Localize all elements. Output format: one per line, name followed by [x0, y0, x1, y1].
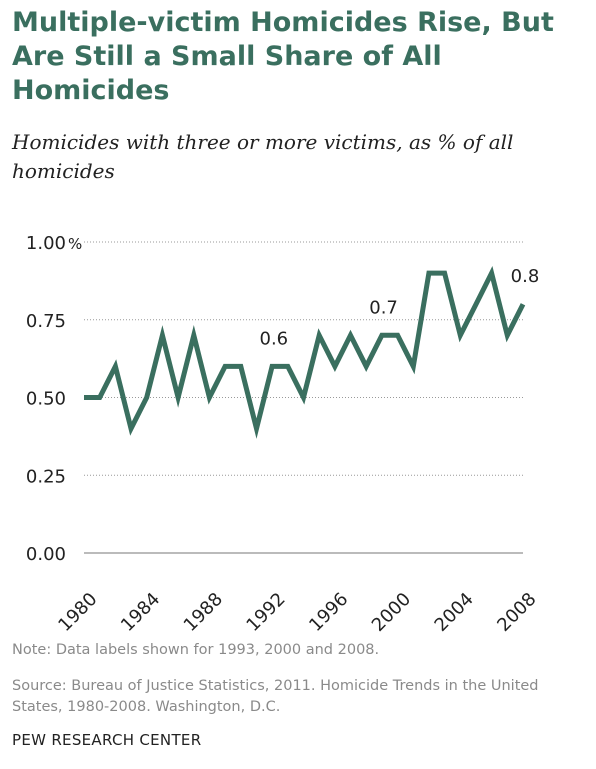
chart-note: Note: Data labels shown for 1993, 2000 a… [12, 642, 380, 658]
line-chart: 0.00 0.25 0.50 0.75 1.00 % 1980 1984 1988 1992 199… [26, 233, 541, 635]
x-tick-label: 1980 [54, 589, 101, 635]
chart-title: Multiple-victim Homicides Rise, But Are … [12, 7, 554, 106]
x-tick-label: 2004 [431, 589, 478, 635]
chart-subtitle: Homicides with three or more victims, as… [12, 130, 514, 183]
x-tick-label: 2008 [493, 589, 540, 635]
publisher-brand: PEW RESEARCH CENTER [12, 731, 202, 749]
x-tick-label: 1992 [242, 589, 289, 635]
x-tick-label: 1984 [117, 589, 164, 635]
y-unit-label: % [68, 235, 82, 253]
y-tick-label: 0.00 [26, 544, 66, 565]
x-tick-label: 2000 [368, 589, 415, 635]
y-tick-label: 0.25 [26, 466, 66, 487]
y-tick-label: 0.75 [26, 311, 66, 332]
x-tick-label: 1996 [305, 589, 352, 635]
data-label: 0.6 [260, 328, 289, 349]
data-label: 0.7 [369, 297, 398, 318]
y-tick-label: 1.00 [26, 233, 66, 254]
chart-source: Source: Bureau of Justice Statistics, 20… [12, 678, 539, 715]
series-line [84, 265, 526, 439]
x-tick-label: 1988 [180, 589, 227, 635]
y-tick-label: 0.50 [26, 389, 66, 410]
data-label: 0.8 [511, 266, 540, 287]
